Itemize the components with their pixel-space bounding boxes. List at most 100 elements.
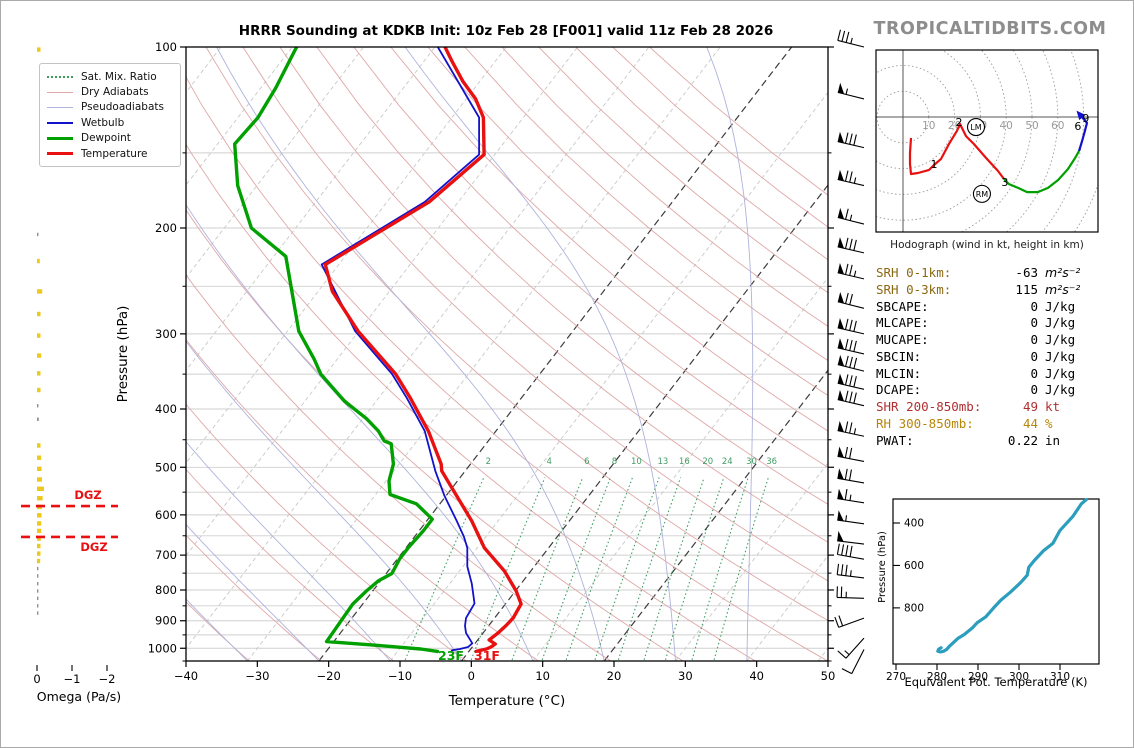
omega-dash <box>37 404 39 408</box>
dry-adiabat-line <box>186 76 828 661</box>
page-title: HRRR Sounding at KDKB Init: 10z Feb 28 [… <box>239 23 773 39</box>
mixing-ratio-label: 2 <box>486 457 491 467</box>
wind-barb-full <box>849 264 853 276</box>
omega-dash <box>37 353 42 358</box>
pressure-tick-label: 900 <box>155 614 177 628</box>
hodograph-height-label: 9 <box>1082 112 1089 125</box>
wind-barb-pennant <box>837 389 845 402</box>
wind-barb-full <box>844 446 848 458</box>
wind-barb-full <box>849 447 853 459</box>
omega-dash <box>37 496 43 501</box>
index-label: MLCAPE: <box>876 315 929 331</box>
wind-barb-staff <box>837 246 865 254</box>
skewt-ylabel: Pressure (hPa) <box>115 306 131 403</box>
wind-barb-column <box>834 29 865 675</box>
wind-barb <box>837 169 865 187</box>
wind-barb-full <box>848 469 852 481</box>
index-value: 0 <box>1030 298 1038 314</box>
mixing-ratio-label: 24 <box>722 457 733 467</box>
wind-barb-full <box>844 390 849 402</box>
wind-barb-full <box>849 171 853 183</box>
legend-item-wetbulb: Wetbulb <box>47 115 173 130</box>
wind-barb <box>837 530 865 545</box>
index-unit: J/kg <box>1045 382 1076 398</box>
wind-barb <box>837 389 865 407</box>
wind-barb-full <box>853 357 858 369</box>
pressure-tick-label: 100 <box>155 40 177 54</box>
storm-motion-label: RM <box>976 190 989 199</box>
omega-dash <box>37 521 42 526</box>
wind-barb-full <box>849 422 853 434</box>
omega-dash <box>37 466 42 472</box>
index-row: SRH 0-1km: -63 m²s⁻² <box>876 265 1132 282</box>
omega-dash <box>37 536 41 541</box>
index-unit: J/kg <box>1045 332 1076 347</box>
theta-e-panel: 400 600 800 270 280 290 300 310 <box>886 498 1100 683</box>
pseudoadiabat-line <box>186 598 248 661</box>
index-unit: J/kg <box>1045 365 1076 381</box>
isotherm-line <box>532 276 828 661</box>
legend-item-dewpoint: Dewpoint <box>47 131 173 146</box>
dryad-swatch-icon <box>47 91 73 93</box>
omega-dash <box>37 455 42 460</box>
wind-barb-staff <box>837 347 865 355</box>
wind-barb-full <box>849 293 853 305</box>
hodograph-clipped: 10203040506012369LMRM <box>876 50 1098 232</box>
index-unit: % <box>1045 415 1053 431</box>
mixing-ratio-label: 6 <box>584 457 589 467</box>
wind-barb-pennant <box>837 338 845 350</box>
legend-label: Dewpoint <box>81 132 131 145</box>
hodograph-trace-0-3km <box>908 122 1005 180</box>
omega-dash <box>37 574 39 578</box>
wind-barb-full <box>841 668 852 675</box>
index-row: SBCIN: 0 J/kg <box>876 349 1132 366</box>
isotherm-line <box>186 47 650 649</box>
legend-item-temperature: Temperature <box>47 146 173 161</box>
wind-barb-pennant <box>837 292 845 304</box>
isotherm-line <box>318 47 793 661</box>
wind-barb-full <box>853 340 857 352</box>
mixing-ratio-line <box>643 477 705 660</box>
hodograph-frame <box>875 49 1099 233</box>
omega-dash <box>37 604 39 608</box>
wind-barb <box>837 237 865 254</box>
dgz-label-bottom: DGZ <box>80 540 107 554</box>
dry-adiabat-line <box>353 47 828 468</box>
index-unit: kt <box>1045 399 1061 414</box>
mixing-ratio-label: 30 <box>746 457 757 467</box>
theta-e-frame <box>892 498 1100 665</box>
index-label: SBCIN: <box>876 348 922 364</box>
mixing-ratio-line <box>691 477 749 660</box>
pressure-tick-label: 500 <box>155 460 177 474</box>
wind-barb-full <box>834 616 840 628</box>
wind-barb <box>834 615 865 628</box>
hodograph-trace-3-6km <box>1003 150 1080 194</box>
index-label: MUCAPE: <box>876 332 929 347</box>
wind-barb <box>841 649 865 675</box>
wind-barb <box>837 207 865 225</box>
wind-barb-pennant <box>837 207 845 220</box>
omega-xlabel: Omega (Pa/s) <box>37 689 121 704</box>
hodograph-height-label: 6 <box>1074 120 1081 133</box>
wind-barb-staff <box>851 649 865 674</box>
temp-tick-label: 40 <box>749 669 764 683</box>
index-value: 0 <box>1030 332 1038 347</box>
index-label: SRH 0-3km: <box>876 281 952 297</box>
storm-motion-label: LM <box>970 123 981 132</box>
mixing-ratio-label: 16 <box>679 457 690 467</box>
wind-barb-staff <box>837 540 865 545</box>
theta-e-xlabel: Equivalent Pot. Temperature (K) <box>904 675 1087 689</box>
legend-item-dryad: Dry Adiabats <box>47 84 173 99</box>
index-value: 0 <box>1030 348 1038 364</box>
pseudoadiabat-line <box>404 47 676 661</box>
legend-item-pseudo: Pseudoadiabats <box>47 100 173 115</box>
wind-barb <box>837 263 865 280</box>
wind-barb-staff <box>837 477 865 484</box>
hodograph-height-label: 2 <box>955 116 962 129</box>
wind-barb-full <box>853 134 857 146</box>
wind-barb <box>837 318 865 335</box>
wind-barb <box>836 563 865 579</box>
wind-barb-pennant <box>837 318 845 330</box>
wind-barb <box>836 543 865 560</box>
